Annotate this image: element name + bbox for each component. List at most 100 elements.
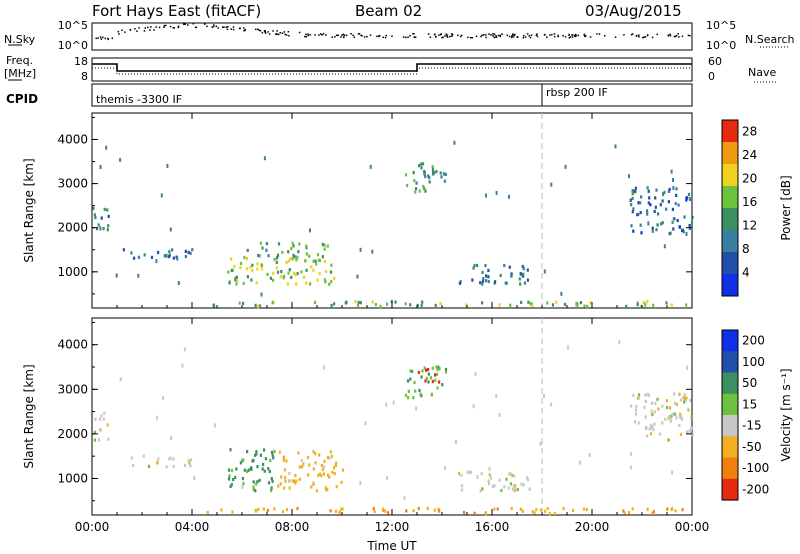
power-colorbar-frame (721, 119, 739, 297)
power-echo-cell (312, 259, 315, 263)
velocity-echo-cell (263, 448, 266, 452)
power-echo-cell (476, 263, 479, 267)
power-echo-cell (187, 250, 190, 254)
noise-point (499, 35, 502, 38)
velocity-echo-cell (381, 507, 384, 511)
noise-point (155, 26, 157, 28)
power-colorbar-swatch (722, 142, 738, 165)
velocity-echo-cell (282, 455, 286, 459)
power-echo-cell (313, 300, 317, 304)
power-echo-cell (418, 189, 421, 193)
power-echo-cell (431, 165, 434, 169)
power-echo-cell (266, 272, 269, 276)
power-echo-cell (167, 254, 171, 259)
power-echo-cell (169, 227, 172, 232)
velocity-echo-cell (508, 472, 511, 476)
noise-point (494, 36, 496, 39)
power-echo-cell (239, 261, 243, 266)
power-echo-cell (443, 179, 446, 183)
noise-point (353, 36, 356, 38)
noise-point (574, 35, 576, 37)
velocity-plot-frame (91, 317, 693, 516)
freq-line (92, 63, 692, 72)
power-echo-cell (498, 303, 501, 307)
power-echo-cell (318, 272, 321, 276)
noise-point (460, 35, 462, 38)
noise-point (536, 33, 538, 35)
noise-point (598, 33, 601, 35)
velocity-echo-cell (509, 482, 513, 486)
power-echo-cell (672, 178, 674, 182)
velocity-xtick-label: 16:00 (475, 520, 510, 534)
power-echo-cell (305, 252, 308, 256)
velocity-echo-cell (322, 472, 326, 476)
noise-point (511, 35, 513, 37)
velocity-echo-cell (431, 366, 434, 370)
power-colorbar-label: Power [dB] (779, 175, 793, 240)
velocity-echo-cell (649, 424, 653, 428)
power-echo-cell (683, 215, 686, 219)
noise-point (305, 35, 307, 38)
velocity-echo-cell (669, 418, 672, 423)
power-echo-cell (330, 280, 333, 284)
power-echo-cell (546, 301, 549, 305)
velocity-colorbar-swatch (722, 330, 738, 352)
velocity-echo-cell (271, 479, 274, 483)
noise-point (264, 32, 267, 34)
noise-point (215, 25, 218, 27)
velocity-echo-cell (689, 429, 692, 433)
velocity-ylabel: Slant Range [km] (22, 364, 36, 468)
power-colorbar-tick: 28 (742, 125, 757, 139)
velocity-echo-cell (335, 461, 338, 465)
power-echo-cell (439, 302, 442, 306)
velocity-colorbar-tick: 50 (742, 376, 757, 390)
power-echo-cell (560, 291, 563, 296)
noise-point (584, 35, 586, 38)
noise-point (471, 37, 473, 39)
power-echo-cell (119, 157, 122, 162)
power-echo-cell (160, 193, 163, 198)
velocity-echo-cell (341, 507, 344, 511)
power-echo-cell (659, 203, 662, 207)
power-ytick-label: 3000 (57, 177, 88, 191)
noise-point (287, 31, 290, 33)
velocity-echo-cell (431, 379, 434, 384)
power-colorbar-swatch (722, 252, 738, 275)
power-echo-cell (321, 242, 324, 246)
velocity-echo-cell (572, 508, 575, 512)
power-echo-cell (420, 303, 423, 307)
velocity-echo-cell (511, 487, 514, 491)
noise-point (642, 36, 644, 39)
noise-point (376, 35, 378, 38)
velocity-echo-cell (437, 365, 440, 369)
noise-point (279, 32, 281, 34)
power-echo-cell (509, 303, 512, 307)
beam-title: Beam 02 (355, 2, 422, 20)
power-echo-cell (283, 274, 286, 278)
power-echo-cell (518, 277, 521, 281)
power-echo-cell (423, 171, 426, 175)
noise-point (391, 35, 393, 37)
noise-point (651, 36, 654, 39)
velocity-echo-cell (661, 404, 664, 408)
power-echo-cell (428, 176, 431, 180)
velocity-echo-cell (521, 509, 524, 513)
noise-point (163, 26, 165, 28)
power-echo-cell (654, 205, 657, 209)
power-echo-cell (289, 257, 292, 261)
power-echo-cell (665, 207, 668, 211)
noise-point (568, 37, 571, 39)
power-echo-cell (685, 196, 688, 200)
power-echo-cell (422, 184, 425, 189)
velocity-echo-cell (664, 417, 667, 421)
velocity-echo-cell (359, 481, 362, 485)
freq-left-label-1: Freq. (6, 54, 33, 67)
noise-point (481, 34, 483, 37)
velocity-echo-cell (444, 367, 448, 372)
velocity-echo-cell (340, 480, 343, 484)
velocity-echo-cell (671, 412, 674, 417)
velocity-echo-cell (427, 372, 430, 376)
noise-point (409, 35, 411, 37)
velocity-echo-cell (93, 438, 96, 442)
power-echo-cell (97, 223, 100, 227)
